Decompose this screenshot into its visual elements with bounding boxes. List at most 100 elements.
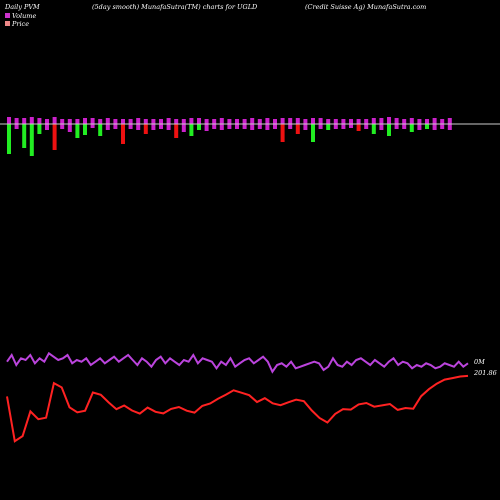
volume-bar-up xyxy=(136,118,141,124)
volume-bar-down xyxy=(75,124,80,138)
volume-bar-down xyxy=(280,124,285,142)
volume-bar-up xyxy=(29,117,34,124)
volume-bar-up xyxy=(318,118,323,124)
volume-bar-up xyxy=(14,118,19,124)
volume-bar-up xyxy=(90,118,95,124)
volume-bar-up xyxy=(60,119,65,124)
volume-bar-up xyxy=(204,119,209,124)
volume-bar-down xyxy=(166,124,171,130)
volume-bar-down xyxy=(227,124,232,129)
volume-bar-down xyxy=(174,124,179,138)
price-end-label: 201.86 xyxy=(473,369,497,377)
volume-bar-down xyxy=(295,124,300,134)
volume-bar-up xyxy=(181,119,186,124)
volume-bar-up xyxy=(409,118,414,124)
volume-bar-up xyxy=(113,119,118,124)
volume-bar-down xyxy=(60,124,65,129)
volume-bar-down xyxy=(318,124,323,129)
volume-bar-down xyxy=(197,124,201,130)
price-series-line xyxy=(6,374,469,443)
volume-bar-up xyxy=(333,119,338,124)
volume-bar-up xyxy=(212,119,217,124)
volume-bar-up xyxy=(159,119,163,124)
volume-bar-down xyxy=(22,124,27,148)
volume-bar-down xyxy=(447,124,452,130)
volume-bar-up xyxy=(288,118,293,124)
volume-bar-up xyxy=(227,119,232,124)
volume-bar-up xyxy=(356,119,361,124)
volume-bar-up xyxy=(83,118,87,124)
volume-bar-down xyxy=(67,124,72,132)
volume-bar-up xyxy=(394,118,399,124)
legend-price-label: Price xyxy=(11,20,29,28)
volume-bar-down xyxy=(52,124,57,150)
legend-price-swatch xyxy=(5,21,10,26)
volume-bar-up xyxy=(174,119,179,124)
volume-bar-up xyxy=(303,119,308,124)
volume-bar-down xyxy=(341,124,346,129)
volume-bar-down xyxy=(417,124,422,130)
volume-end-label: 0M xyxy=(474,358,485,366)
volume-bar-up xyxy=(265,118,270,124)
volume-bar-up xyxy=(349,119,353,124)
volume-bar-up xyxy=(341,119,346,124)
volume-bar-down xyxy=(402,124,407,129)
volume-bar-up xyxy=(151,119,156,124)
volume-bar-down xyxy=(83,124,87,135)
volume-bar-up xyxy=(371,118,376,124)
volume-bar-up xyxy=(242,119,247,124)
volume-bar-down xyxy=(37,124,42,134)
volume-bar-down xyxy=(204,124,209,131)
volume-bar-up xyxy=(121,119,125,124)
volume-bar-up xyxy=(105,118,110,124)
volume-bar-down xyxy=(136,124,141,130)
volume-bar-down xyxy=(29,124,34,156)
volume-bar-up xyxy=(67,119,72,124)
volume-bars xyxy=(7,117,452,156)
volume-bar-down xyxy=(143,124,148,134)
volume-bar-down xyxy=(257,124,262,129)
volume-bar-down xyxy=(371,124,376,134)
legend-volume-label: Volume xyxy=(12,12,36,20)
volume-bar-down xyxy=(387,124,391,136)
volume-bar-up xyxy=(45,119,49,124)
volume-bar-down xyxy=(250,124,255,130)
volume-bar-down xyxy=(265,124,270,130)
volume-bar-down xyxy=(235,124,239,129)
volume-bar-up xyxy=(295,118,300,124)
volume-bar-up xyxy=(432,118,437,124)
volume-bar-down xyxy=(288,124,293,129)
volume-bar-down xyxy=(242,124,247,129)
volume-bar-down xyxy=(326,124,331,130)
volume-bar-up xyxy=(52,117,57,124)
volume-bar-up xyxy=(417,119,422,124)
volume-bar-up xyxy=(128,119,133,124)
volume-bar-down xyxy=(189,124,194,136)
volume-bar-up xyxy=(189,118,194,124)
header-center: (5day smooth) MunafaSutra(TM) charts for… xyxy=(92,3,258,11)
volume-bar-down xyxy=(364,124,369,129)
volume-bar-down xyxy=(159,124,163,129)
volume-bar-up xyxy=(280,118,285,124)
volume-bar-down xyxy=(440,124,445,129)
volume-bar-down xyxy=(151,124,156,130)
volume-bar-up xyxy=(75,119,80,124)
volume-bar-down xyxy=(219,124,224,130)
volume-bar-down xyxy=(273,124,277,129)
volume-bar-up xyxy=(7,117,11,124)
volume-bar-down xyxy=(409,124,414,132)
volume-bar-up xyxy=(379,118,384,124)
volume-bar-up xyxy=(257,119,262,124)
volume-bar-up xyxy=(311,118,315,124)
volume-bar-up xyxy=(166,118,171,124)
volume-bar-down xyxy=(105,124,110,130)
volume-bar-down xyxy=(349,124,353,128)
volume-bar-down xyxy=(90,124,95,128)
volume-bar-up xyxy=(219,118,224,124)
volume-bar-down xyxy=(7,124,11,154)
volume-bar-up xyxy=(402,119,407,124)
volume-bar-down xyxy=(45,124,49,130)
volume-bar-up xyxy=(440,119,445,124)
